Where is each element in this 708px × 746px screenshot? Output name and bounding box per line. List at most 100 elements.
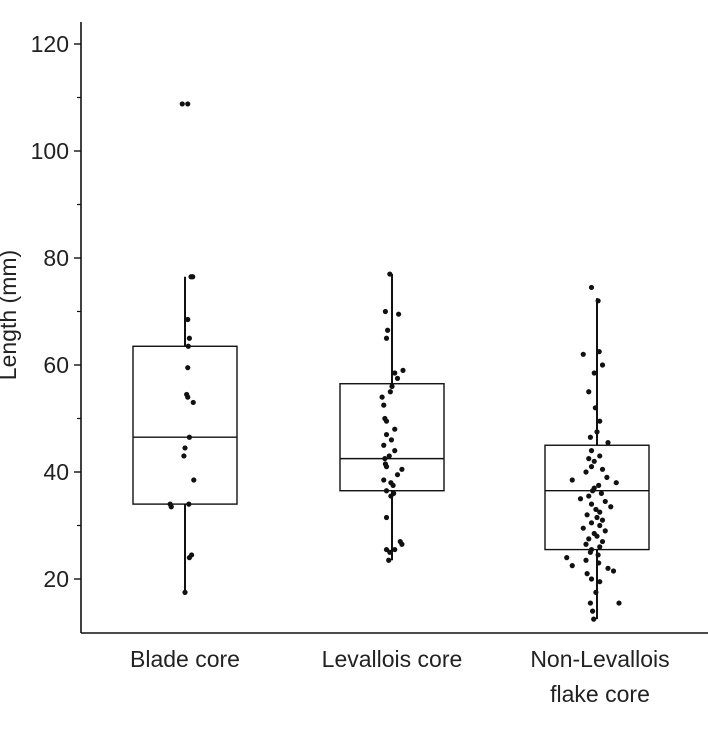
box bbox=[339, 383, 445, 492]
data-point bbox=[588, 284, 595, 291]
y-tick-label: 100 bbox=[31, 138, 69, 164]
data-point bbox=[394, 375, 401, 381]
data-point bbox=[591, 458, 597, 464]
y-tick-label: 80 bbox=[43, 245, 69, 271]
data-point bbox=[396, 311, 402, 317]
data-point bbox=[185, 365, 191, 371]
box bbox=[544, 444, 650, 551]
data-point bbox=[179, 101, 185, 107]
point-group bbox=[167, 101, 622, 622]
y-tick-label: 40 bbox=[43, 459, 69, 485]
data-point bbox=[590, 488, 596, 494]
data-point bbox=[583, 469, 589, 475]
data-point bbox=[392, 426, 398, 432]
data-point bbox=[387, 389, 393, 395]
data-point bbox=[580, 351, 586, 357]
data-point bbox=[587, 549, 594, 555]
data-point bbox=[597, 579, 603, 585]
data-point bbox=[186, 434, 192, 440]
data-point bbox=[383, 488, 390, 494]
data-point bbox=[392, 448, 398, 454]
data-point bbox=[383, 514, 390, 521]
data-point bbox=[598, 490, 605, 496]
data-point bbox=[191, 477, 197, 483]
data-point bbox=[383, 335, 390, 341]
data-point bbox=[185, 343, 191, 349]
data-point bbox=[602, 498, 608, 505]
data-point bbox=[392, 370, 398, 376]
data-point bbox=[181, 453, 187, 459]
data-point bbox=[613, 480, 619, 486]
category-label: Levallois core bbox=[322, 646, 463, 672]
data-point bbox=[186, 335, 192, 341]
data-point bbox=[385, 327, 391, 333]
data-point bbox=[387, 271, 393, 277]
data-point bbox=[383, 546, 390, 553]
data-point bbox=[569, 477, 575, 483]
data-point bbox=[400, 367, 406, 373]
data-point bbox=[382, 308, 388, 315]
data-point bbox=[383, 464, 390, 470]
data-point bbox=[383, 418, 390, 424]
data-point bbox=[596, 560, 602, 566]
data-point bbox=[586, 493, 592, 499]
data-point bbox=[602, 528, 608, 534]
data-point bbox=[399, 541, 405, 547]
data-point bbox=[190, 274, 196, 280]
data-point bbox=[593, 589, 599, 595]
data-point bbox=[599, 538, 606, 545]
y-axis-title: Length (mm) bbox=[0, 250, 21, 380]
data-point bbox=[381, 442, 387, 448]
data-point bbox=[386, 557, 392, 563]
data-point bbox=[596, 482, 602, 488]
data-point bbox=[593, 506, 599, 513]
data-point bbox=[616, 600, 622, 606]
category-label: Non-Levallois bbox=[530, 646, 669, 672]
data-point bbox=[185, 394, 191, 400]
data-point bbox=[389, 383, 395, 389]
data-point bbox=[605, 439, 611, 446]
data-point bbox=[186, 501, 192, 507]
data-point bbox=[594, 514, 600, 521]
data-point bbox=[584, 571, 590, 577]
data-point bbox=[599, 362, 606, 368]
data-point bbox=[185, 101, 191, 107]
data-point bbox=[595, 552, 601, 558]
data-point bbox=[190, 399, 196, 406]
data-point bbox=[610, 568, 617, 574]
data-point bbox=[392, 546, 398, 553]
data-point bbox=[394, 472, 401, 478]
data-point bbox=[604, 474, 610, 480]
data-point bbox=[599, 517, 606, 523]
y-tick-label: 60 bbox=[43, 352, 69, 378]
data-point bbox=[381, 477, 387, 483]
data-point bbox=[381, 402, 387, 408]
data-point bbox=[588, 576, 595, 582]
data-point bbox=[588, 501, 595, 507]
data-point bbox=[586, 456, 592, 462]
data-point bbox=[594, 533, 600, 539]
data-point bbox=[590, 608, 596, 614]
data-point bbox=[586, 536, 592, 542]
data-point bbox=[595, 298, 601, 304]
data-point bbox=[597, 522, 603, 529]
data-point bbox=[185, 316, 191, 323]
data-point bbox=[594, 429, 600, 435]
data-point bbox=[587, 434, 594, 440]
data-point bbox=[605, 565, 611, 571]
axes bbox=[74, 22, 708, 634]
data-point bbox=[599, 466, 606, 472]
data-point bbox=[186, 555, 192, 561]
data-point bbox=[388, 437, 395, 443]
data-point bbox=[399, 466, 405, 472]
data-point bbox=[583, 541, 589, 547]
data-point bbox=[587, 600, 594, 606]
category-label: Blade core bbox=[130, 646, 240, 672]
data-point bbox=[569, 563, 575, 569]
data-point bbox=[597, 453, 603, 459]
data-point bbox=[382, 456, 388, 462]
data-point bbox=[182, 445, 188, 451]
data-point bbox=[580, 525, 586, 531]
data-point bbox=[577, 496, 584, 502]
